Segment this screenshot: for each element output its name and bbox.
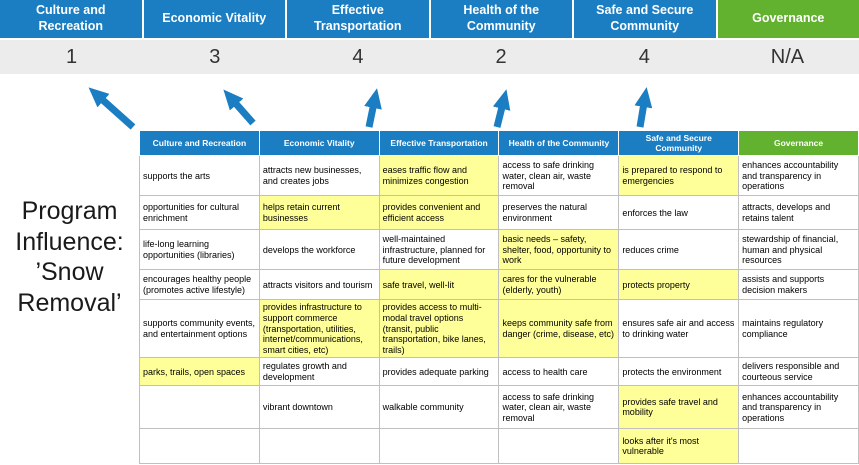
program-title-line: Removal’: [17, 288, 122, 317]
pillar-header-governance: Governance: [717, 0, 859, 38]
matrix-body: supports the arts attracts new businesses…: [139, 155, 859, 465]
matrix-cell: access to safe drinking water, clean air…: [498, 155, 620, 197]
matrix-cell: access to safe drinking water, clean air…: [498, 385, 620, 430]
influence-matrix: Culture and Recreation Economic Vitality…: [139, 129, 859, 465]
matrix-row: life-long learning opportunities (librar…: [139, 229, 859, 271]
matrix-cell: life-long learning opportunities (librar…: [139, 229, 260, 271]
score-governance: N/A: [770, 45, 805, 68]
matrix-row: looks after it's most vulnerable: [139, 428, 859, 465]
matrix-cell: enforces the law: [618, 195, 740, 231]
matrix-cell: eases traffic flow and minimizes congest…: [378, 155, 500, 197]
matrix-row: encourages healthy people (promotes acti…: [139, 269, 859, 301]
matrix-cell: [378, 428, 500, 465]
matrix-cell: provides infrastructure to support comme…: [258, 299, 380, 359]
influence-arrow-2: [223, 89, 256, 126]
score-health-community: 2: [495, 45, 507, 68]
pillar-header-culture-recreation: Culture and Recreation: [0, 0, 142, 38]
score-effective-transportation: 4: [352, 45, 364, 68]
pillar-header-economic-vitality: Economic Vitality: [143, 0, 285, 38]
pillar-header-effective-transportation: Effective Transportation: [287, 0, 429, 38]
matrix-row: opportunities for cultural enrichment hel…: [139, 195, 859, 231]
pillar-header-health-community: Health of the Community: [430, 0, 572, 38]
program-title-line: ’Snow: [35, 258, 104, 286]
matrix-cell: is prepared to respond to emergencies: [618, 155, 740, 197]
matrix-cell: develops the workforce: [258, 229, 380, 271]
matrix-cell: helps retain current businesses: [258, 195, 380, 231]
matrix-cell: enhances accountability and transparency…: [738, 385, 859, 430]
matrix-cell: basic needs – safety, shelter, food, opp…: [498, 229, 620, 271]
matrix-cell: [139, 385, 260, 430]
program-title-line: Influence:: [15, 227, 124, 256]
influence-arrow-3: [364, 88, 382, 128]
matrix-header-culture-recreation: Culture and Recreation: [139, 129, 260, 157]
matrix-row: vibrant downtown walkable community access…: [139, 385, 859, 430]
matrix-cell: protects property: [618, 269, 740, 301]
matrix-cell: supports the arts: [139, 155, 260, 197]
score-row: 1 3 4 2 4 N/A: [0, 40, 859, 74]
matrix-cell: protects the environment: [618, 357, 740, 387]
matrix-cell: looks after it's most vulnerable: [618, 428, 740, 465]
pillar-header-safe-secure-community: Safe and Secure Community: [574, 0, 716, 38]
matrix-cell: opportunities for cultural enrichment: [139, 195, 260, 231]
matrix-cell: well-maintained infrastructure, planned …: [378, 229, 500, 271]
matrix-cell: safe travel, well-lit: [378, 269, 500, 301]
matrix-row: supports community events, and entertain…: [139, 299, 859, 359]
matrix-header-effective-transportation: Effective Transportation: [378, 129, 500, 157]
program-title: Program Influence: ’Snow Removal’: [0, 196, 139, 318]
matrix-cell: cares for the vulnerable (elderly, youth…: [498, 269, 620, 301]
matrix-cell: attracts visitors and tourism: [258, 269, 380, 301]
matrix-cell: provides access to multi-modal travel op…: [378, 299, 500, 359]
matrix-cell: [498, 428, 620, 465]
matrix-cell: preserves the natural environment: [498, 195, 620, 231]
matrix-cell: vibrant downtown: [258, 385, 380, 430]
score-safe-secure-community: 4: [638, 45, 650, 68]
score-economic-vitality: 3: [209, 45, 221, 68]
matrix-cell: maintains regulatory compliance: [738, 299, 859, 359]
influence-arrow-5: [634, 87, 653, 128]
matrix-cell: provides convenient and efficient access: [378, 195, 500, 231]
matrix-cell: walkable community: [378, 385, 500, 430]
matrix-cell: keeps community safe from danger (crime,…: [498, 299, 620, 359]
matrix-cell: [258, 428, 380, 465]
matrix-row: parks, trails, open spaces regulates grow…: [139, 357, 859, 387]
matrix-header-governance: Governance: [738, 129, 859, 157]
influence-arrow-4: [492, 89, 511, 128]
matrix-cell: [738, 428, 859, 465]
score-culture-recreation: 1: [66, 45, 78, 68]
matrix-cell: supports community events, and entertain…: [139, 299, 260, 359]
matrix-cell: ensures safe air and access to drinking …: [618, 299, 740, 359]
influence-arrow-1: [88, 87, 136, 130]
matrix-cell: [139, 428, 260, 465]
matrix-cell: enhances accountability and transparency…: [738, 155, 859, 197]
matrix-cell: stewardship of financial, human and phys…: [738, 229, 859, 271]
matrix-header-safe-secure-community: Safe and Secure Community: [618, 129, 740, 157]
influence-arrows: [88, 87, 653, 130]
pillar-header-row: Culture and Recreation Economic Vitality…: [0, 0, 859, 38]
matrix-cell: regulates growth and development: [258, 357, 380, 387]
matrix-row: supports the arts attracts new businesses…: [139, 155, 859, 197]
program-title-line: Program: [21, 197, 118, 225]
matrix-cell: access to health care: [498, 357, 620, 387]
matrix-cell: provides adequate parking: [378, 357, 500, 387]
matrix-header-economic-vitality: Economic Vitality: [258, 129, 380, 157]
matrix-header-health-community: Health of the Community: [498, 129, 620, 157]
matrix-cell: reduces crime: [618, 229, 740, 271]
matrix-cell: attracts, develops and retains talent: [738, 195, 859, 231]
matrix-cell: encourages healthy people (promotes acti…: [139, 269, 260, 301]
matrix-header-row: Culture and Recreation Economic Vitality…: [139, 129, 859, 157]
matrix-cell: assists and supports decision makers: [738, 269, 859, 301]
matrix-cell: provides safe travel and mobility: [618, 385, 740, 430]
matrix-cell: parks, trails, open spaces: [139, 357, 260, 387]
matrix-cell: attracts new businesses, and creates job…: [258, 155, 380, 197]
matrix-cell: delivers responsible and courteous servi…: [738, 357, 859, 387]
